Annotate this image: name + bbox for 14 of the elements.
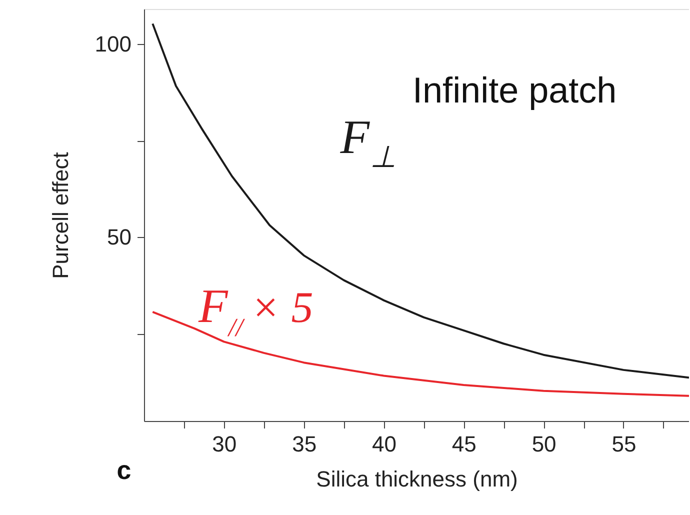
line-series	[152, 22, 689, 379]
x-tick-label: 55	[612, 432, 636, 456]
x-tick-label: 40	[372, 432, 396, 456]
series-label: F// × 5	[198, 280, 314, 342]
x-tick-label: 30	[212, 432, 237, 456]
text: c	[116, 455, 132, 485]
annotation: Infinite patch	[412, 69, 617, 110]
x-axis-title: Silica thickness (nm)	[316, 466, 518, 492]
y-axis-title: Purcell effect	[48, 152, 73, 279]
series-label: F⊥	[339, 111, 396, 174]
x-tick-label: 50	[532, 432, 556, 456]
x-tick-label: 45	[452, 432, 476, 456]
x-tick-label: 35	[292, 432, 317, 456]
y-tick-label: 100	[94, 31, 132, 56]
